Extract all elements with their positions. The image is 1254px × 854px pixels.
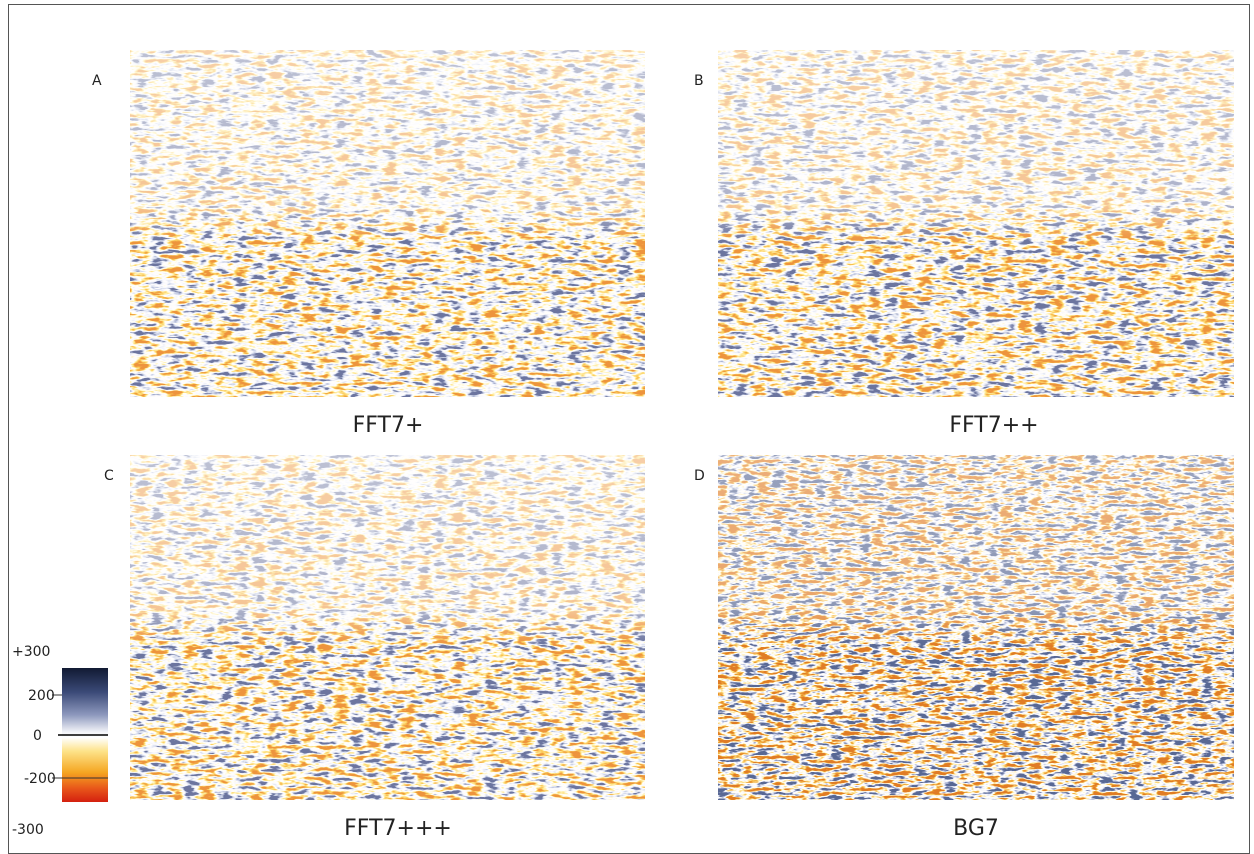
colorbar-label: 200 — [28, 688, 55, 704]
panel-b-image — [718, 50, 1234, 397]
panel-letter: A — [92, 73, 102, 89]
panel-letter: C — [104, 468, 114, 484]
panel-caption: BG7 — [953, 816, 999, 841]
panel-letter: B — [694, 73, 704, 89]
panel-c-image — [130, 455, 645, 800]
panel-caption: FFT7++ — [949, 413, 1038, 438]
panel-d-image — [718, 455, 1234, 800]
colorbar — [52, 668, 108, 802]
panel-caption: FFT7+ — [353, 413, 424, 438]
colorbar-label: 0 — [33, 728, 42, 744]
panel-caption: FFT7+++ — [344, 816, 452, 841]
colorbar-label: -200 — [24, 771, 56, 787]
panel-letter: D — [694, 468, 705, 484]
colorbar-label: -300 — [12, 822, 44, 838]
colorbar-label: +300 — [12, 644, 50, 660]
panel-a-image — [130, 50, 645, 397]
